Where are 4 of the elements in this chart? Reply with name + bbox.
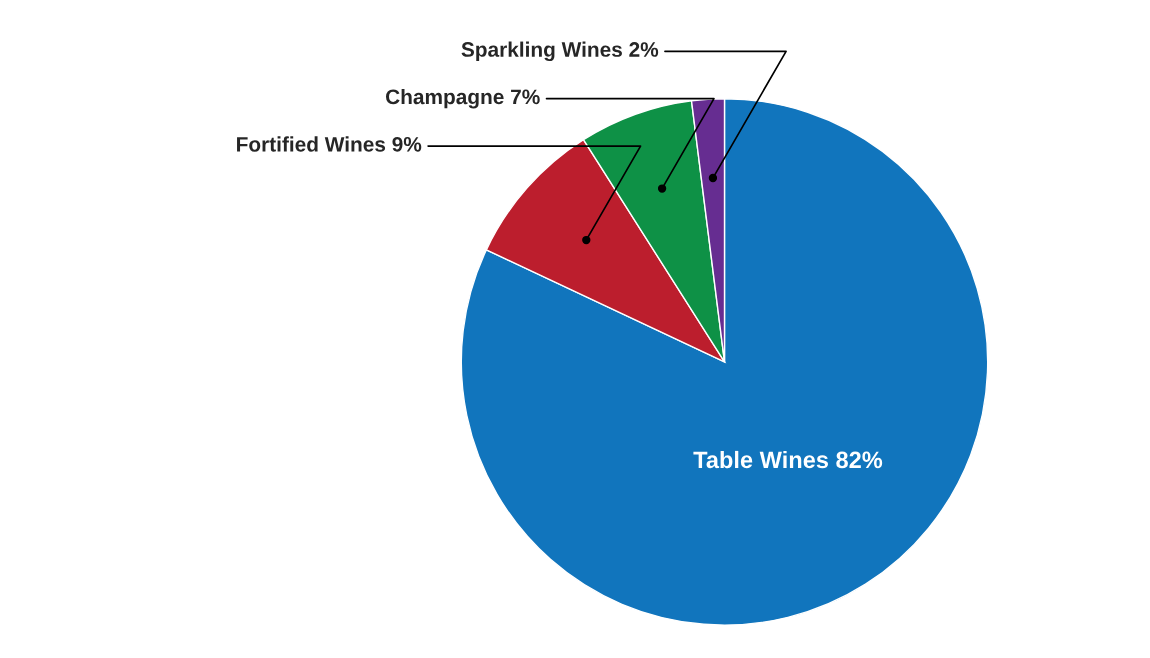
slice-label: Champagne 7% bbox=[385, 88, 540, 109]
slice-label: Sparkling Wines 2% bbox=[461, 41, 659, 62]
slice-label: Table Wines 82% bbox=[693, 450, 883, 469]
slice-label: Fortified Wines 9% bbox=[237, 136, 422, 152]
